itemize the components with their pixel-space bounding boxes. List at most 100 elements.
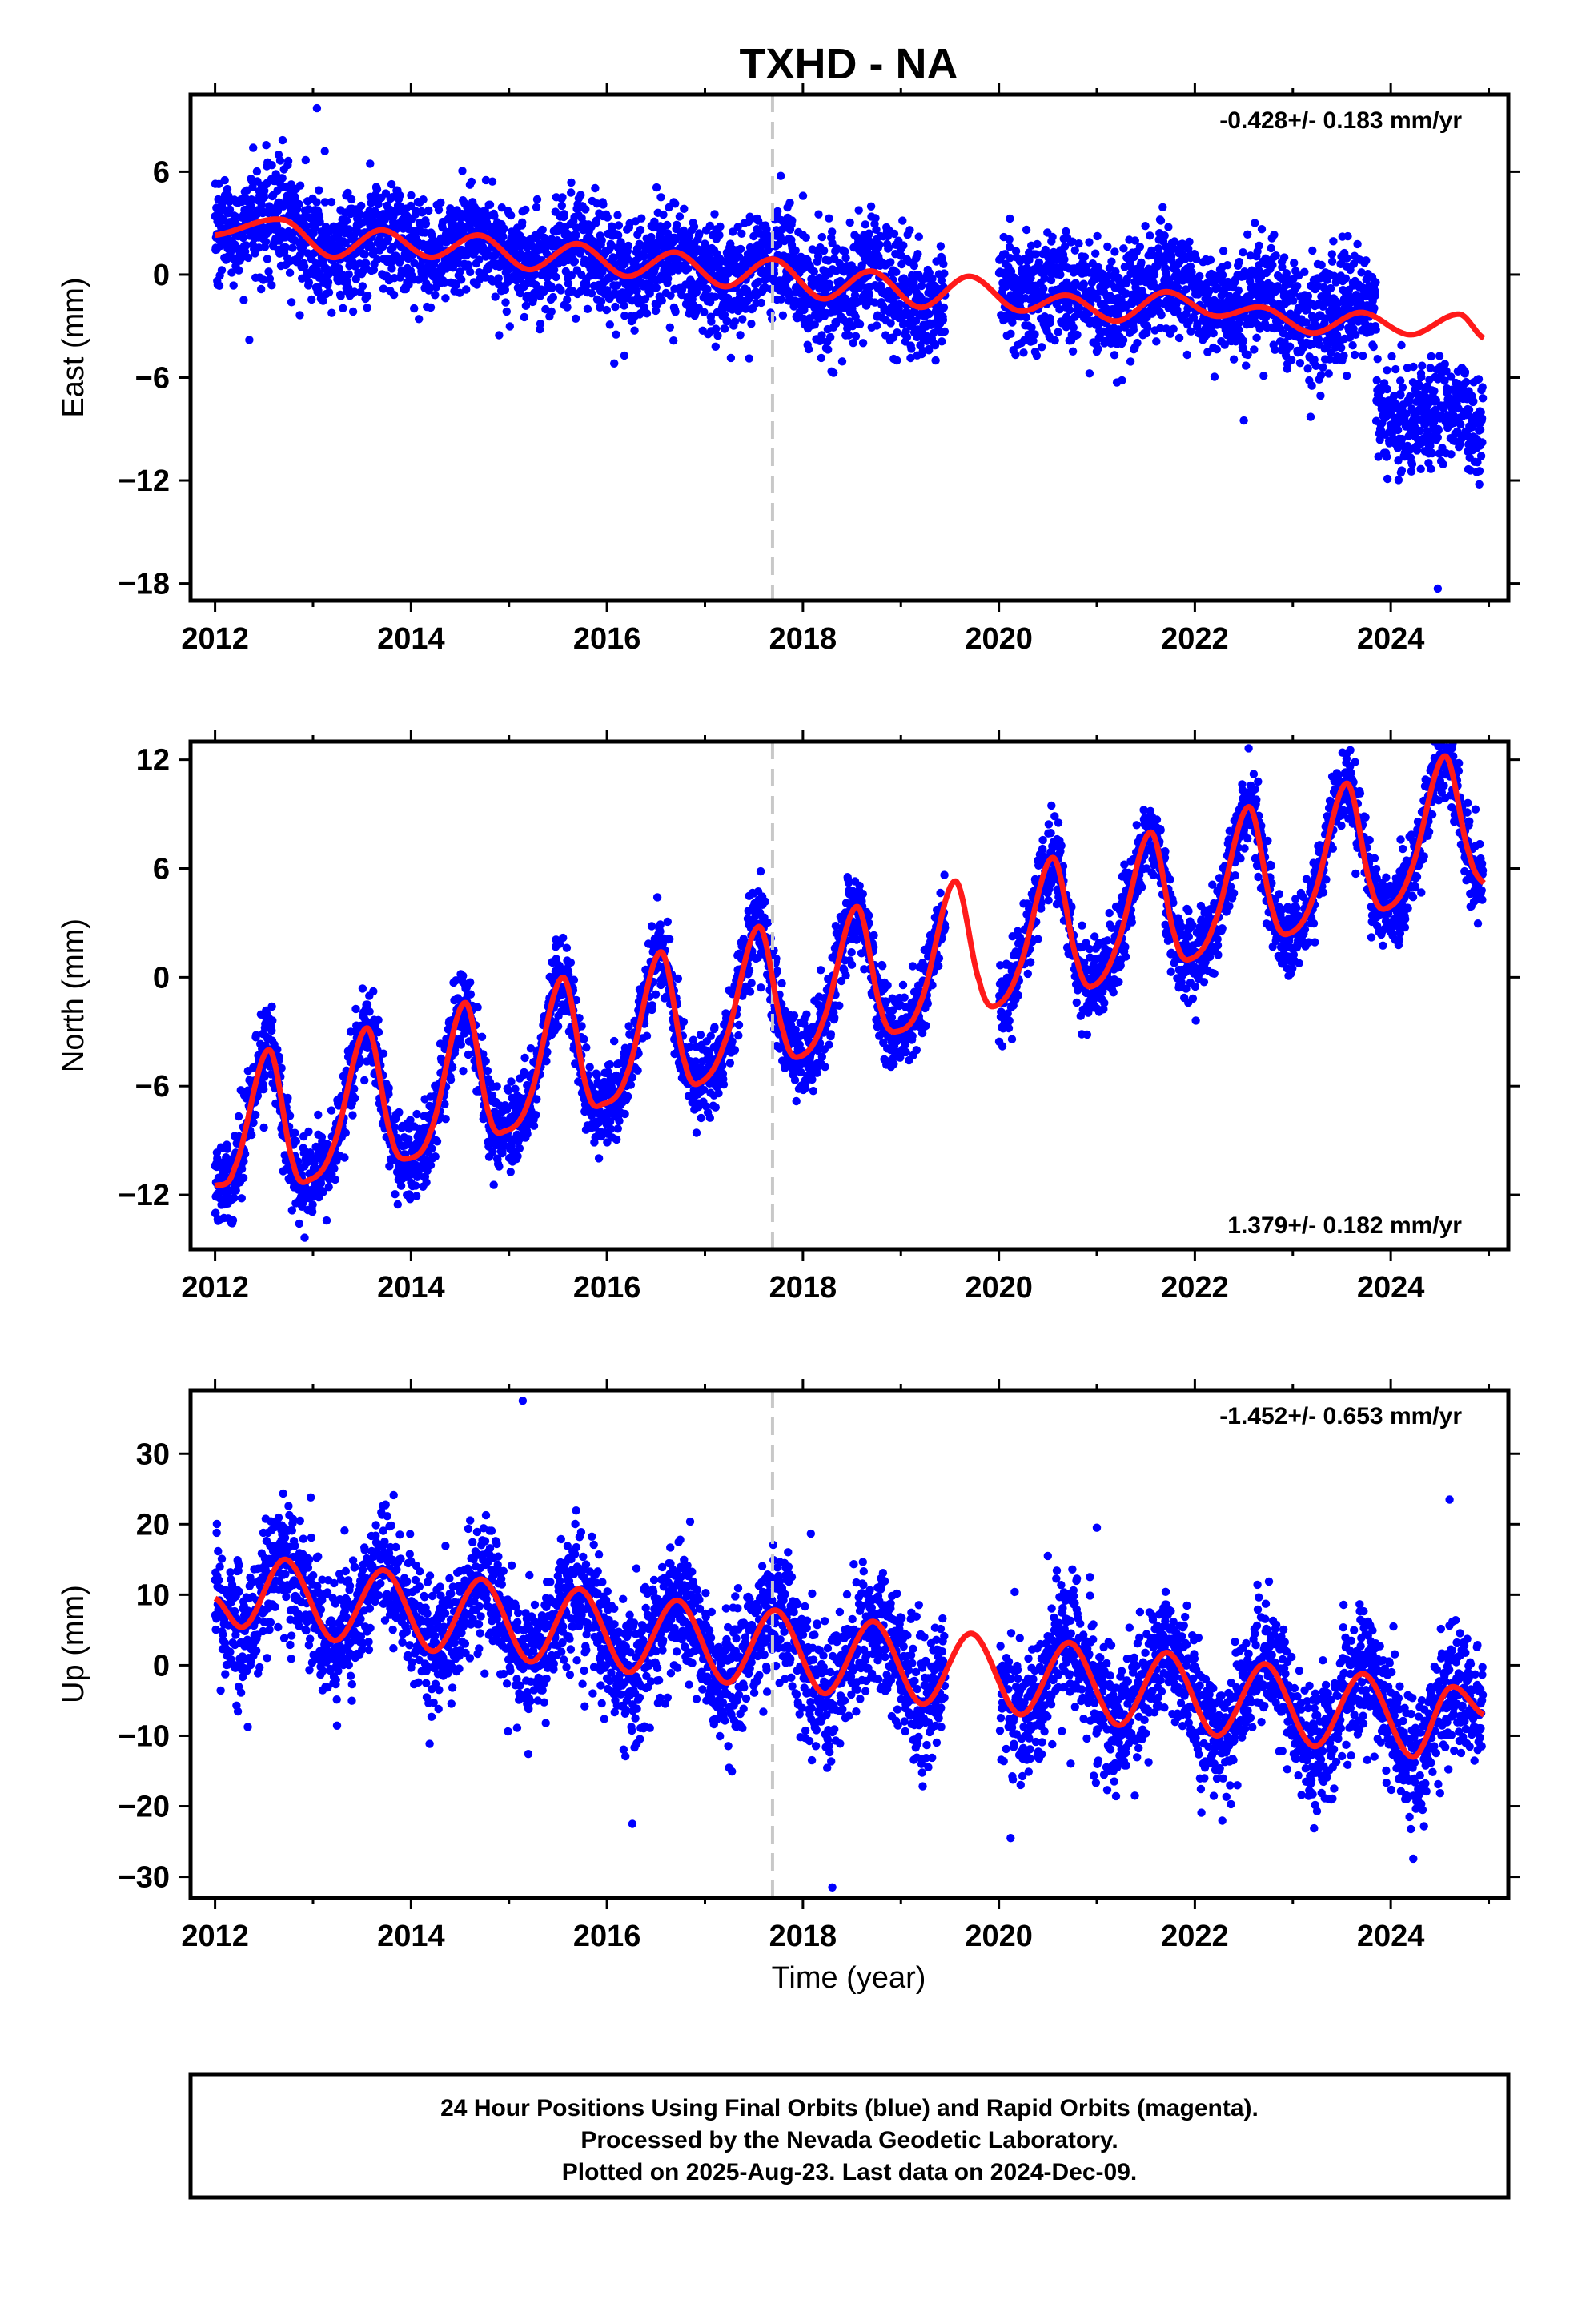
east-data-point (1426, 441, 1435, 451)
east-data-point (1085, 238, 1094, 247)
east-data-point (1270, 231, 1279, 239)
east-data-point (675, 212, 685, 221)
east-data-point (814, 210, 823, 219)
east-data-point (1435, 352, 1444, 360)
east-data-point (1303, 305, 1312, 314)
east-data-point (1326, 283, 1335, 293)
east-y-tick-label: −12 (118, 464, 170, 498)
east-data-point (344, 270, 353, 279)
east-data-point (1239, 336, 1248, 345)
east-data-point (500, 224, 508, 233)
east-data-point (1164, 223, 1173, 231)
east-data-point (425, 283, 435, 292)
east-y-tick-label: 6 (153, 155, 170, 189)
east-data-point (528, 296, 538, 304)
north-data-point (355, 1055, 364, 1063)
east-data-point (1060, 242, 1070, 251)
east-data-point (1268, 260, 1277, 270)
north-data-point (259, 1123, 268, 1132)
east-data-point (870, 298, 880, 307)
east-data-point (327, 308, 336, 317)
east-data-point (1027, 323, 1036, 332)
north-data-point (351, 1094, 359, 1103)
east-data-point (343, 188, 352, 198)
north-data-point (247, 1130, 256, 1140)
east-data-point (713, 331, 722, 340)
east-data-point (1046, 318, 1054, 328)
east-data-point (605, 320, 614, 329)
east-data-point (828, 239, 837, 247)
east-data-point (410, 304, 419, 313)
east-data-point (886, 319, 895, 328)
east-data-point (850, 291, 860, 300)
east-data-point (327, 198, 336, 207)
east-data-point (1054, 328, 1062, 336)
north-data-point (395, 1108, 404, 1117)
east-data-point (1019, 348, 1028, 357)
north-data-point (304, 1127, 313, 1136)
east-data-point (845, 218, 854, 227)
east-data-point (260, 187, 269, 195)
east-data-point (261, 237, 271, 246)
east-data-point (610, 359, 619, 368)
east-data-point (736, 331, 745, 340)
east-data-point (1383, 366, 1391, 375)
east-data-point (387, 179, 396, 189)
east-data-point (612, 281, 621, 290)
east-data-point (680, 204, 689, 213)
east-data-point (1415, 426, 1424, 436)
east-data-point (1348, 341, 1357, 350)
east-data-point (1135, 243, 1145, 251)
east-data-point (278, 135, 287, 145)
east-data-point (746, 215, 756, 223)
east-data-point (1371, 278, 1380, 287)
east-data-point (614, 221, 624, 230)
east-data-point (572, 231, 580, 239)
east-data-point (647, 232, 656, 242)
east-data-point (434, 205, 444, 215)
east-data-point (630, 326, 639, 335)
north-data-point (348, 1111, 357, 1120)
east-data-point (1337, 344, 1346, 352)
east-data-point (652, 183, 661, 192)
east-data-point (611, 302, 620, 312)
east-x-tick-label: 2024 (1357, 622, 1425, 656)
north-data-point (365, 1007, 374, 1016)
east-data-point (1319, 363, 1327, 372)
east-data-point (488, 177, 497, 186)
east-data-point (652, 283, 661, 292)
east-data-point (1383, 474, 1392, 484)
east-data-point (671, 199, 680, 208)
east-data-point (1218, 271, 1227, 279)
east-data-point (1235, 319, 1243, 328)
east-data-point (247, 202, 255, 211)
east-data-point (507, 211, 516, 220)
east-data-point (494, 274, 503, 283)
east-data-point (1473, 458, 1482, 467)
east-data-point (1307, 381, 1316, 390)
east-model-curve (213, 216, 1486, 341)
east-data-point (855, 320, 865, 328)
east-data-point (1050, 336, 1059, 345)
east-data-point (404, 280, 413, 289)
east-data-point (424, 206, 433, 215)
east-y-tick-label: −6 (135, 361, 170, 395)
east-data-point (1152, 337, 1161, 346)
north-data-point (308, 1208, 317, 1216)
east-data-point (1172, 267, 1182, 276)
east-data-point (587, 289, 596, 298)
east-data-point (1434, 426, 1443, 435)
east-data-point (1351, 330, 1360, 339)
east-data-point (1213, 283, 1222, 292)
east-data-point (263, 255, 272, 263)
east-data-point (1212, 345, 1221, 354)
east-data-point (1372, 376, 1381, 385)
north-data-point (259, 1085, 268, 1094)
east-data-point (1306, 412, 1315, 421)
east-data-point (1137, 258, 1146, 267)
east-data-point (319, 296, 327, 305)
east-data-point (350, 287, 359, 296)
east-data-point (591, 183, 600, 193)
east-data-point (259, 193, 269, 202)
east-data-point (1229, 355, 1239, 364)
